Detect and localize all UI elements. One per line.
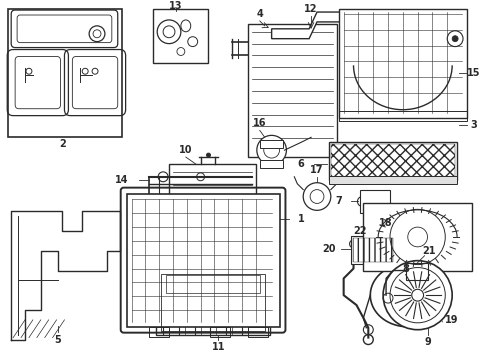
Bar [329, 142, 457, 180]
Text: 2: 2 [59, 139, 66, 149]
Bar [331, 144, 455, 178]
Text: 22: 22 [354, 226, 367, 236]
Text: 11: 11 [212, 342, 225, 352]
Text: 20: 20 [322, 244, 336, 254]
Text: 15: 15 [467, 68, 481, 78]
Text: 18: 18 [379, 218, 393, 228]
Text: 5: 5 [54, 334, 61, 345]
Circle shape [257, 135, 287, 165]
Bar [329, 176, 457, 184]
Bar [260, 160, 284, 168]
Text: 16: 16 [253, 117, 267, 127]
Bar [149, 327, 169, 337]
Text: 10: 10 [179, 145, 193, 155]
Bar [166, 275, 260, 293]
Circle shape [206, 153, 211, 157]
Circle shape [452, 36, 458, 42]
Bar [161, 274, 265, 331]
Text: 4: 4 [256, 9, 263, 19]
Bar [361, 190, 390, 213]
Text: 19: 19 [445, 315, 459, 325]
Bar [406, 263, 427, 280]
Text: 1: 1 [298, 214, 305, 224]
Text: 3: 3 [470, 120, 477, 130]
Text: 13: 13 [169, 1, 183, 11]
Text: 7: 7 [335, 197, 342, 207]
Bar [339, 111, 467, 121]
Bar [156, 270, 270, 335]
Polygon shape [271, 12, 427, 39]
Text: 6: 6 [298, 159, 305, 169]
Text: 17: 17 [310, 165, 324, 175]
Circle shape [303, 183, 331, 210]
Bar [169, 164, 256, 263]
Bar [364, 203, 472, 270]
Text: 8: 8 [402, 264, 409, 274]
Bar [260, 140, 284, 148]
Circle shape [383, 261, 452, 330]
Bar [352, 238, 393, 262]
Bar [350, 236, 395, 264]
Bar [211, 327, 230, 337]
Text: 14: 14 [115, 175, 128, 185]
Circle shape [412, 289, 423, 301]
Text: 9: 9 [424, 337, 431, 347]
Bar [153, 9, 207, 63]
Bar [248, 327, 268, 337]
Text: 21: 21 [423, 246, 436, 256]
Text: 12: 12 [304, 4, 318, 14]
Bar [248, 24, 337, 157]
Bar [8, 9, 122, 137]
Bar [126, 194, 279, 327]
Bar [339, 9, 467, 118]
